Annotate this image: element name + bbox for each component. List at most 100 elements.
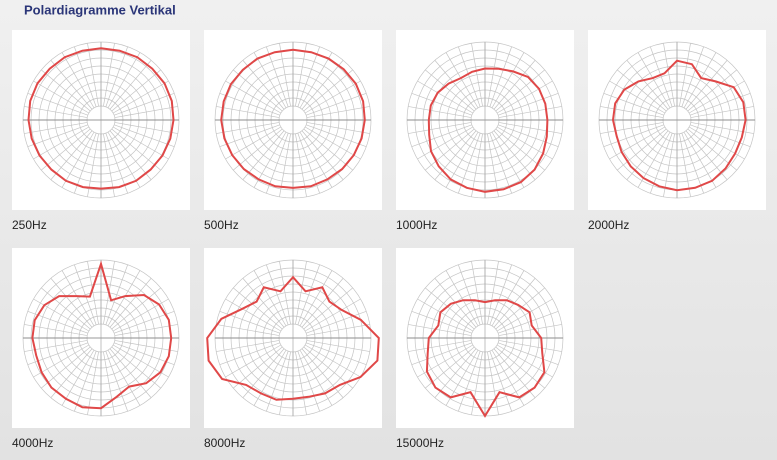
spoke	[50, 130, 93, 180]
spoke	[495, 287, 545, 330]
page-title: Polardiagramme Vertikal	[24, 2, 176, 17]
spoke	[41, 69, 91, 112]
spoke	[493, 60, 536, 110]
spoke	[265, 351, 289, 412]
spoke	[295, 43, 307, 107]
spoke	[498, 124, 559, 148]
spoke	[265, 264, 289, 325]
spoke	[24, 122, 88, 134]
spoke	[216, 324, 280, 336]
spoke	[297, 351, 321, 412]
spoke	[425, 287, 475, 330]
spoke	[109, 130, 152, 180]
spoke	[493, 348, 536, 398]
spoke	[253, 349, 287, 406]
spoke	[225, 344, 282, 378]
spoke	[299, 52, 333, 109]
spoke	[687, 69, 737, 112]
spoke	[279, 351, 291, 415]
spoke	[306, 106, 370, 118]
spoke	[114, 122, 178, 134]
spoke	[295, 261, 307, 325]
spoke	[685, 60, 728, 110]
spoke	[304, 80, 361, 114]
spoke	[87, 43, 99, 107]
polar-curve	[427, 67, 549, 193]
spoke	[306, 342, 367, 366]
spoke	[297, 46, 321, 107]
spoke	[109, 60, 152, 110]
spoke	[87, 351, 99, 415]
spoke	[425, 346, 475, 389]
spoke	[425, 128, 475, 171]
spoke	[297, 264, 321, 325]
spoke	[609, 126, 666, 160]
polar-panel: 500Hz	[204, 30, 382, 232]
spoke	[114, 92, 175, 116]
spoke	[299, 131, 333, 188]
spoke	[498, 324, 562, 336]
spoke	[105, 46, 129, 107]
spoke	[303, 287, 353, 330]
spoke	[112, 344, 169, 378]
spoke	[408, 324, 472, 336]
spoke	[219, 342, 280, 366]
spoke	[114, 310, 175, 334]
spoke	[114, 324, 178, 336]
spoke	[216, 122, 280, 134]
spoke	[114, 106, 178, 118]
spoke	[103, 43, 115, 107]
spoke	[457, 264, 481, 325]
spoke	[303, 346, 353, 389]
spoke	[33, 80, 90, 114]
spoke	[304, 344, 361, 378]
spoke	[111, 69, 161, 112]
spoke	[471, 133, 483, 197]
spoke	[603, 92, 664, 116]
spoke	[253, 270, 287, 327]
spoke	[105, 264, 129, 325]
spoke	[87, 261, 99, 325]
spoke	[434, 130, 477, 180]
spoke	[498, 342, 559, 366]
spoke	[253, 131, 287, 188]
spoke	[219, 92, 280, 116]
spoke	[233, 287, 283, 330]
panel-label: 500Hz	[204, 218, 239, 232]
spoke	[111, 287, 161, 330]
spoke	[112, 80, 169, 114]
spoke	[61, 349, 95, 406]
spoke	[61, 52, 95, 109]
spoke	[301, 278, 344, 328]
spoke	[457, 46, 481, 107]
spoke	[496, 344, 553, 378]
spoke	[679, 43, 691, 107]
spoke	[445, 52, 479, 109]
spoke	[408, 122, 472, 134]
spoke	[493, 130, 536, 180]
spoke	[24, 106, 88, 118]
spoke	[683, 52, 717, 109]
spoke	[114, 124, 175, 148]
spoke	[489, 351, 513, 412]
spoke	[683, 131, 717, 188]
spoke	[498, 340, 562, 352]
spoke	[225, 80, 282, 114]
spoke	[41, 287, 91, 330]
spoke	[105, 133, 129, 194]
spoke	[114, 340, 178, 352]
spoke	[41, 346, 91, 389]
spoke	[457, 351, 481, 412]
spoke	[103, 133, 115, 197]
spoke	[303, 69, 353, 112]
spoke	[306, 324, 370, 336]
spoke	[50, 278, 93, 328]
spoke	[107, 270, 141, 327]
spoke	[600, 106, 664, 118]
polar-panel: 4000Hz	[12, 248, 190, 450]
spoke	[681, 46, 705, 107]
spoke	[306, 310, 367, 334]
spoke	[489, 46, 513, 107]
spoke	[306, 92, 367, 116]
panel-label: 250Hz	[12, 218, 47, 232]
